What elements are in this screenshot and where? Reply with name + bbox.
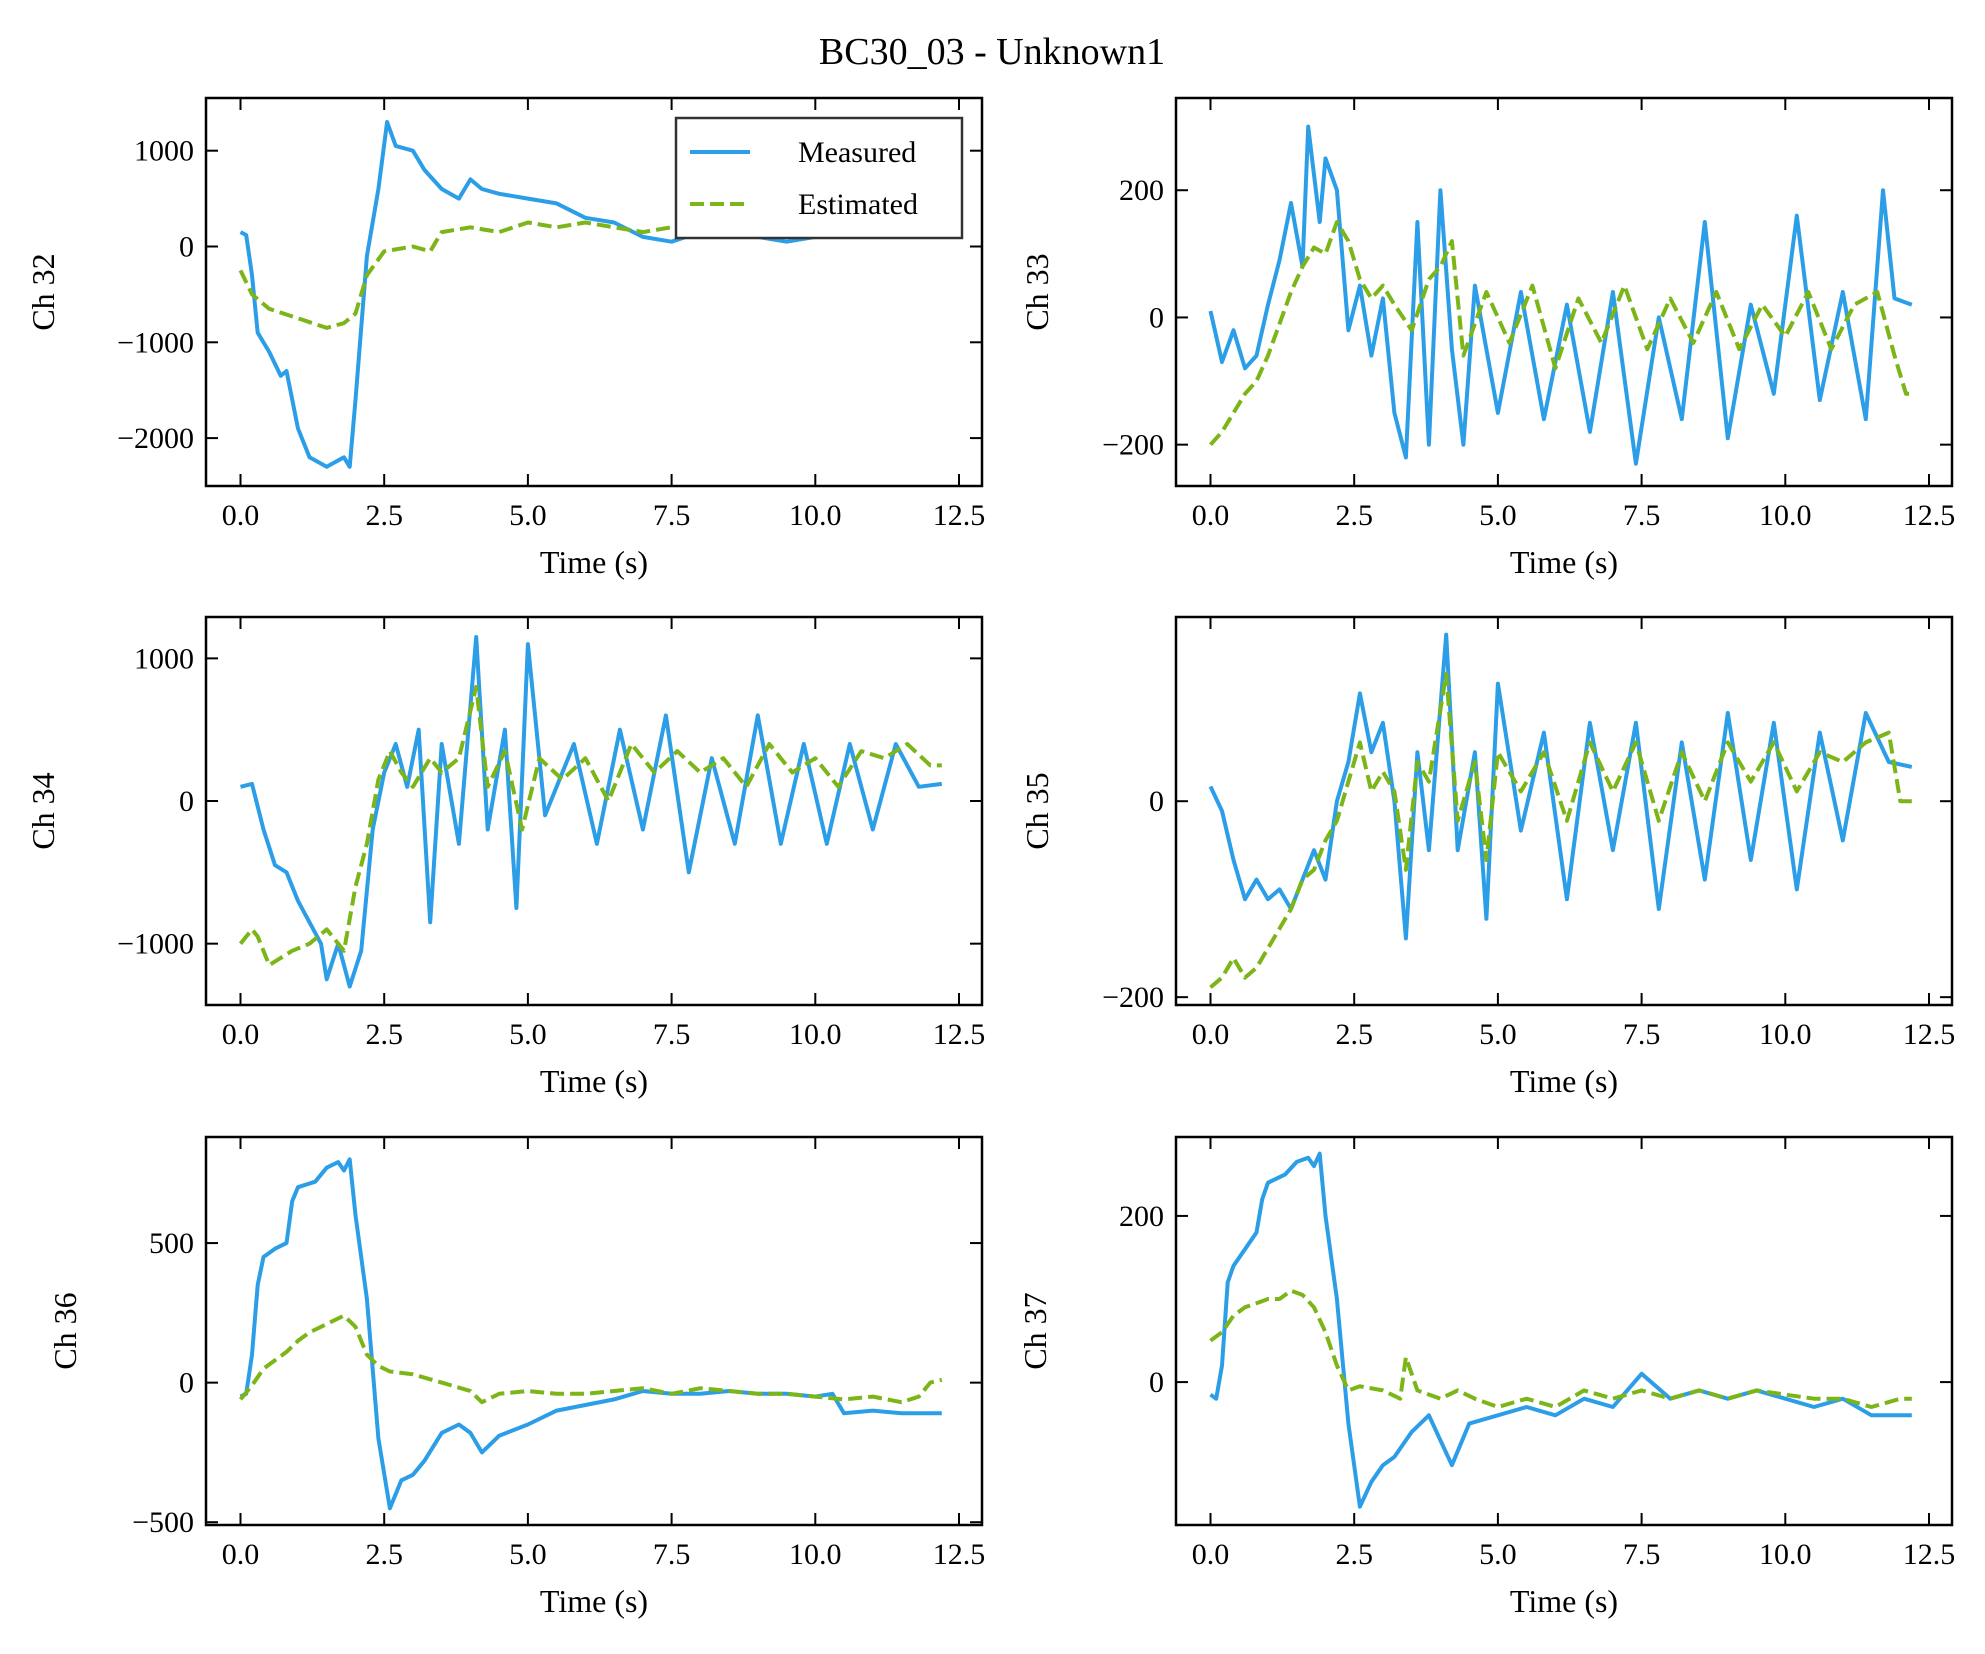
x-tick-label: 2.5 [1335, 1538, 1373, 1571]
y-tick-label: −2000 [117, 422, 194, 455]
x-tick-label: 10.0 [789, 1538, 842, 1571]
y-tick-label: −200 [1102, 981, 1164, 1014]
legend-box [674, 116, 964, 240]
y-tick-label: 0 [179, 1367, 194, 1400]
x-tick-label: 0.0 [222, 499, 260, 532]
y-axis-label: Ch 35 [1019, 772, 1055, 849]
x-tick-label: 2.5 [1335, 499, 1373, 532]
x-tick-label: 5.0 [1479, 1538, 1517, 1571]
y-axis-label: Ch 34 [25, 772, 61, 849]
x-tick-label: 0.0 [1192, 1018, 1230, 1051]
legend-measured-label: Measured [798, 136, 916, 169]
x-tick-label: 12.5 [933, 1538, 986, 1571]
estimated-line-ch37 [1209, 1288, 1912, 1409]
subplot-4: 0.0 2.5 5.0 7.5 10.0 12.5 −200 0 Time (s) Ch 35 [1019, 615, 1956, 1099]
legend-estimated-label: Estimated [798, 188, 918, 221]
y-tick-label: 0 [179, 230, 194, 263]
axes-frame [1174, 96, 1954, 488]
estimated-line-ch33 [1209, 220, 1912, 447]
x-tick-label: 5.0 [1479, 1018, 1517, 1051]
subplot-6: 0.0 2.5 5.0 7.5 10.0 12.5 0 200 Time (s) Ch 37 [1017, 1135, 1956, 1619]
x-tick-label: 2.5 [1335, 1018, 1373, 1051]
x-axis-label: Time (s) [1510, 1063, 1618, 1099]
y-axis-label: Ch 33 [1019, 253, 1055, 330]
x-tick-label: 12.5 [933, 1018, 986, 1051]
x-tick-label: 5.0 [509, 1018, 547, 1051]
x-tick-label: 7.5 [1623, 1018, 1661, 1051]
measured-line-ch34 [240, 635, 943, 989]
axes-frame [1174, 615, 1954, 1007]
x-axis-label: Time (s) [1510, 1583, 1618, 1619]
x-tick-label: 0.0 [1192, 499, 1230, 532]
measured-line-ch33 [1208, 124, 1913, 466]
x-axis-label: Time (s) [540, 544, 648, 580]
x-axis-label: Time (s) [540, 1583, 648, 1619]
subplots: 0.0 2.5 5.0 7.5 10.0 12.5−2000−100001000Time … [25, 96, 1956, 1619]
x-tick-label: 12.5 [1903, 1018, 1956, 1051]
x-tick-label: 2.5 [365, 1018, 403, 1051]
estimated-line-ch36 [238, 1313, 943, 1405]
x-tick-label: 0.0 [222, 1018, 260, 1051]
y-axis-label: Ch 37 [1017, 1292, 1053, 1369]
y-tick-label: −1000 [117, 928, 194, 961]
x-tick-label: 10.0 [789, 499, 842, 532]
subplot-5: 0.0 2.5 5.0 7.5 10.0 12.5 −500 0 500 Time (s) Ch 3… [47, 1135, 986, 1619]
y-tick-label: 200 [1119, 1200, 1164, 1233]
subplot-2: 0.0 2.5 5.0 7.5 10.0 12.5 −200 0 200 Time (s) Ch 3… [1019, 96, 1956, 580]
y-tick-label: 0 [1149, 785, 1164, 818]
subplot-1: 0.0 2.5 5.0 7.5 10.0 12.5 −2000 −1000 0 1000 Time … [25, 96, 986, 580]
y-tick-label: 1000 [134, 642, 194, 675]
x-axis-label: Time (s) [1510, 544, 1618, 580]
x-tick-label: 2.5 [365, 499, 403, 532]
x-axis-label: Time (s) [540, 1063, 648, 1099]
y-axis-label: Ch 32 [25, 253, 61, 330]
x-tick-label: 0.0 [1192, 1538, 1230, 1571]
axes-frame [204, 1135, 984, 1527]
estimated-line-ch34 [238, 684, 942, 968]
x-tick-label: 12.5 [1903, 499, 1956, 532]
x-tick-label: 5.0 [1479, 499, 1517, 532]
y-tick-label: −1000 [117, 326, 194, 359]
axes-frame [204, 615, 984, 1007]
x-tick-label: 5.0 [509, 1538, 547, 1571]
y-tick-label: 0 [179, 785, 194, 818]
axes-frame [204, 96, 984, 488]
y-tick-label: 0 [1149, 301, 1164, 334]
x-tick-label: 7.5 [653, 1538, 691, 1571]
x-tick-label: 0.0 [222, 1538, 260, 1571]
x-tick-label: 7.5 [1623, 499, 1661, 532]
measured-line-ch32 [239, 120, 942, 469]
x-tick-label: 10.0 [1759, 1538, 1812, 1571]
measured-line-ch36 [239, 1157, 942, 1511]
y-tick-label: 200 [1119, 174, 1164, 207]
y-tick-label: 0 [1149, 1366, 1164, 1399]
subplot-3: 0.0 2.5 5.0 7.5 10.0 12.5 −1000 0 1000 Time (s) Ch… [25, 615, 986, 1099]
x-tick-label: 2.5 [365, 1538, 403, 1571]
x-tick-label: 12.5 [933, 499, 986, 532]
legend: Measured Estimated [674, 116, 964, 240]
x-tick-label: 10.0 [789, 1018, 842, 1051]
x-tick-label: 7.5 [653, 1018, 691, 1051]
x-tick-label: 10.0 [1759, 499, 1812, 532]
axes-frame [1174, 1135, 1954, 1527]
x-tick-label: 10.0 [1759, 1018, 1812, 1051]
y-tick-label: 500 [149, 1227, 194, 1260]
y-tick-label: −200 [1102, 429, 1164, 462]
figure-title: BC30_03 - Unknown1 [819, 31, 1165, 73]
x-tick-label: 7.5 [1623, 1538, 1661, 1571]
x-tick-label: 7.5 [653, 499, 691, 532]
x-tick-label: 12.5 [1903, 1538, 1956, 1571]
y-tick-label: 1000 [134, 135, 194, 168]
estimated-line-ch35 [1209, 671, 1912, 989]
y-tick-label: −500 [132, 1506, 194, 1539]
y-axis-label: Ch 36 [47, 1292, 83, 1369]
x-tick-label: 5.0 [509, 499, 547, 532]
